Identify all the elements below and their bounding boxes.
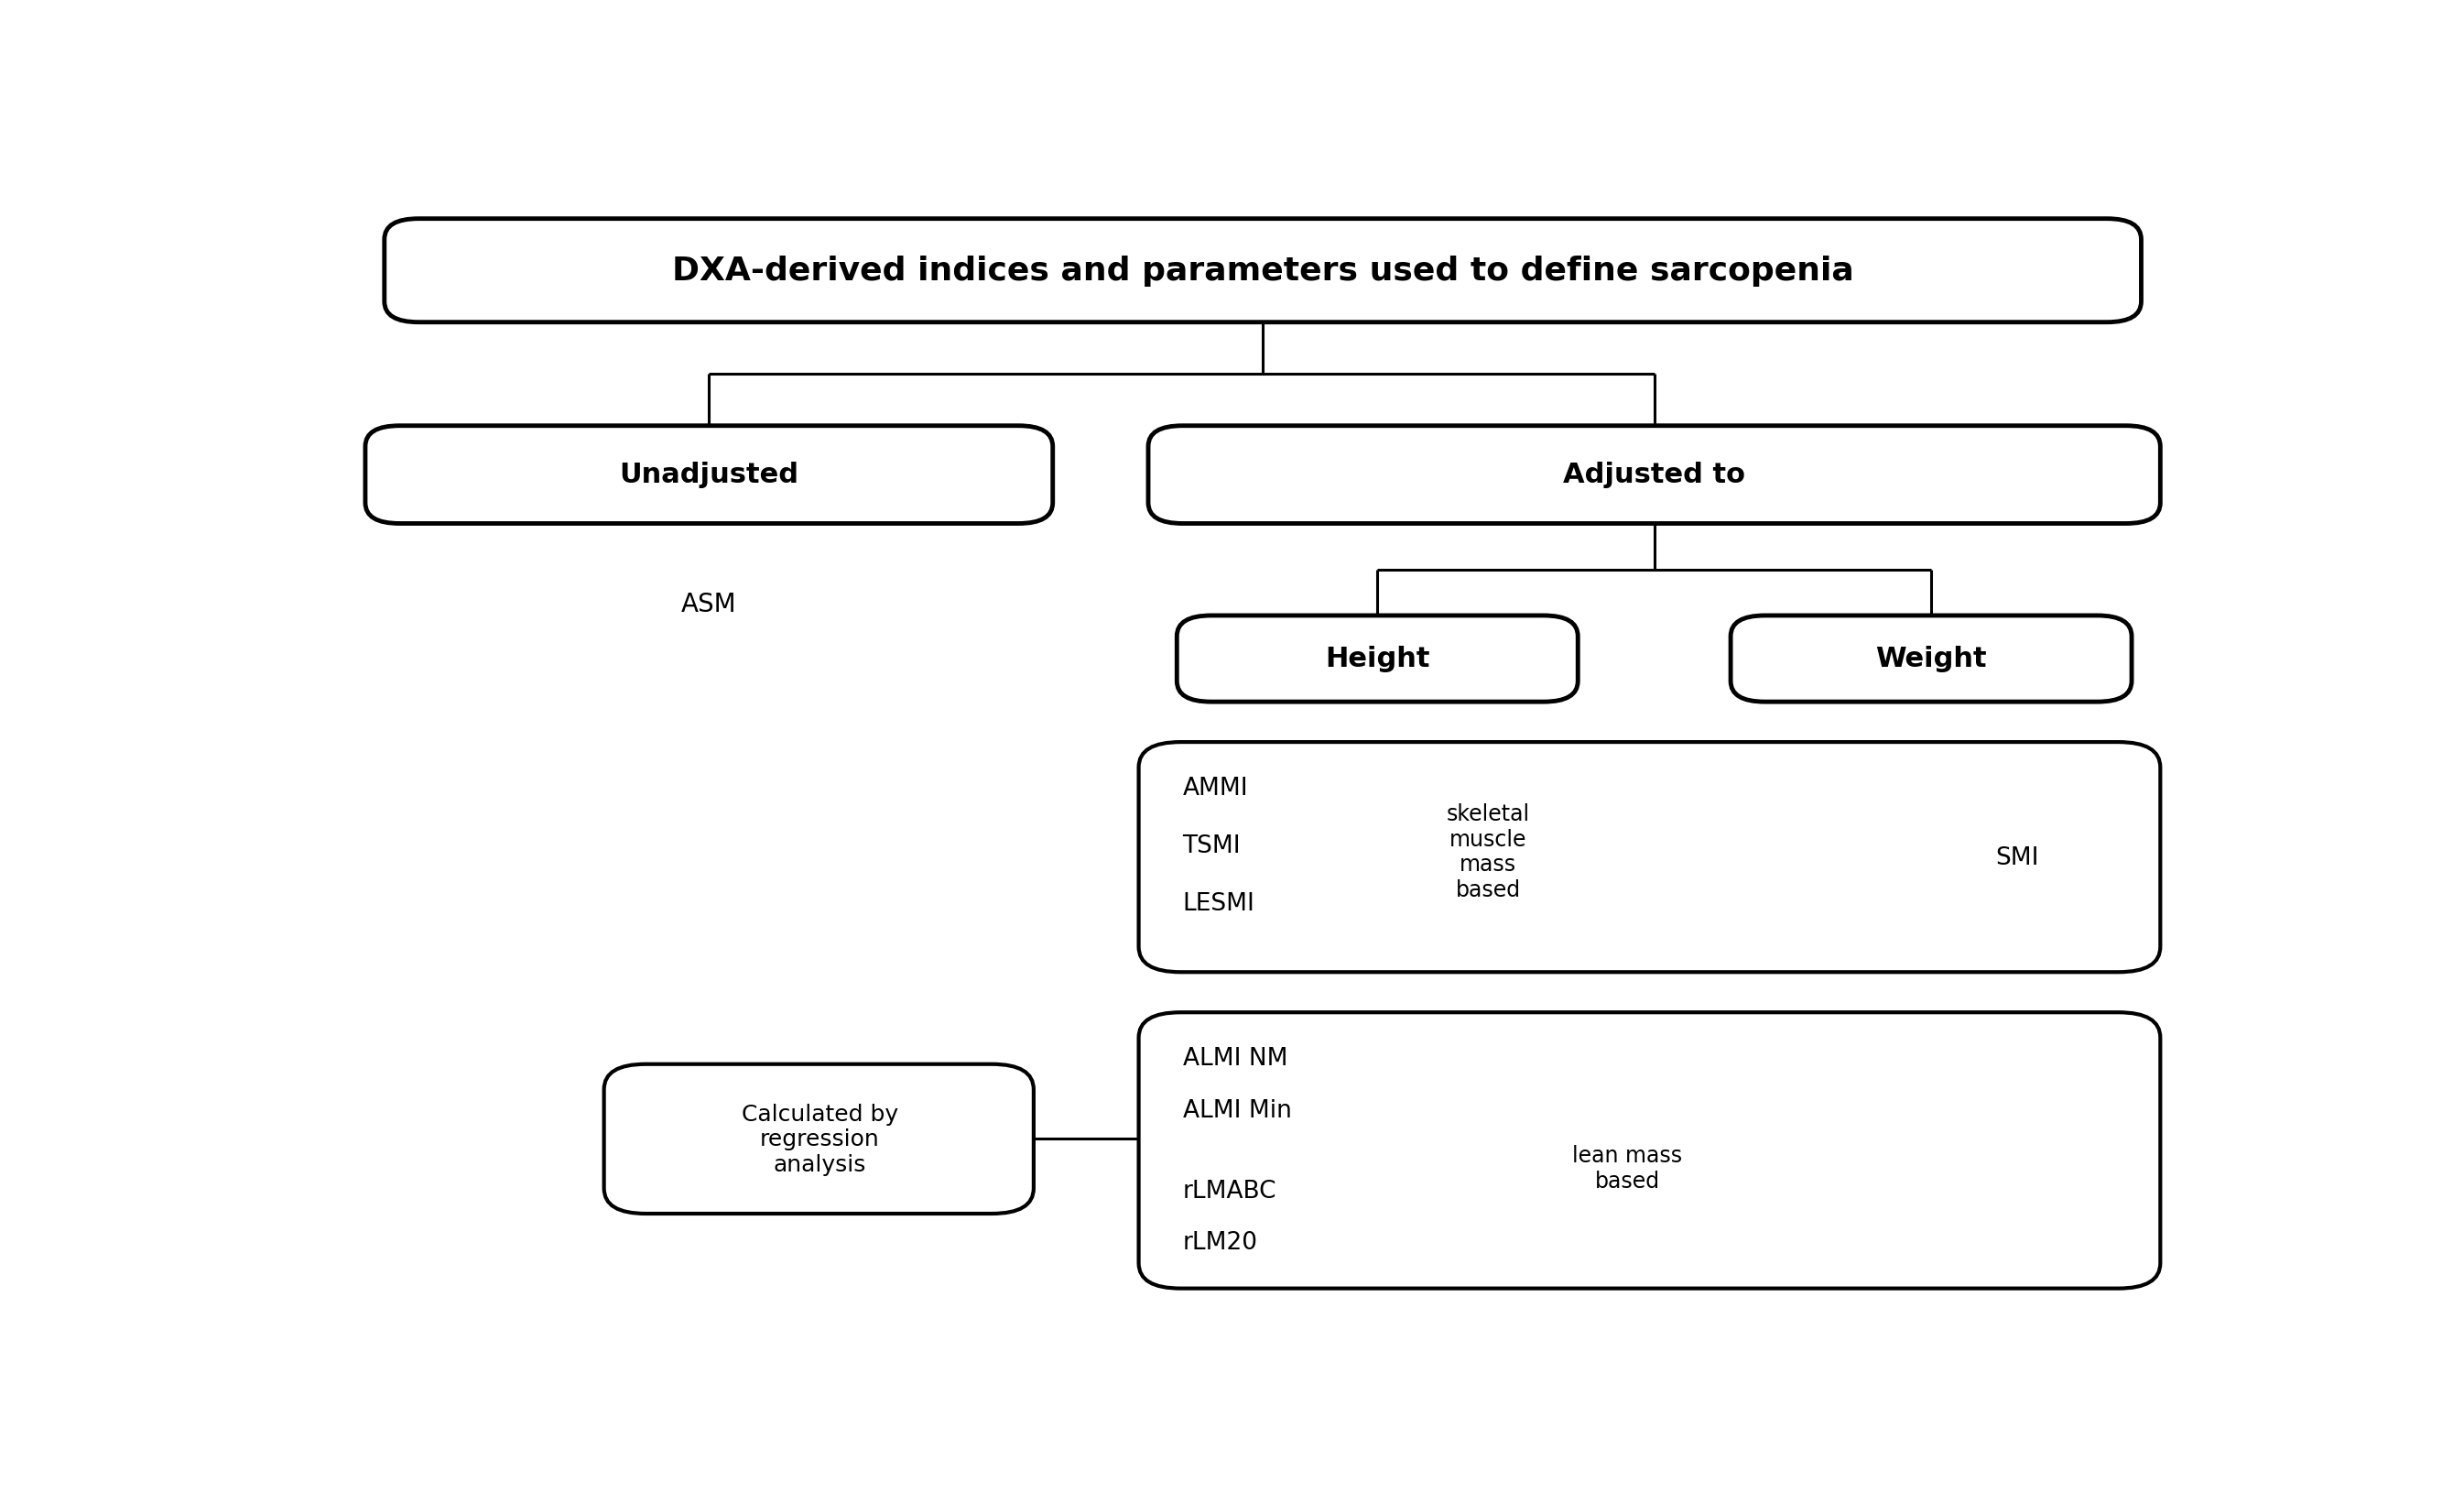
FancyBboxPatch shape [1178,617,1577,702]
Bar [1523,742,1732,972]
Text: LESMI: LESMI [1183,891,1254,915]
FancyBboxPatch shape [1138,1012,2161,1288]
Text: Calculated by
regression
analysis: Calculated by regression analysis [742,1103,897,1175]
Text: rLM20: rLM20 [1183,1230,1257,1254]
Text: ASM: ASM [680,591,737,617]
Bar [1523,1012,1732,1288]
Text: SMI: SMI [1996,845,2038,869]
Text: Adjusted to: Adjusted to [1562,461,1745,488]
Text: Height: Height [1326,645,1429,672]
FancyBboxPatch shape [604,1065,1035,1214]
Text: Weight: Weight [1875,645,1986,672]
Text: AMMI: AMMI [1183,776,1249,800]
Text: lean mass
based: lean mass based [1572,1144,1683,1191]
FancyBboxPatch shape [1138,742,2161,972]
Text: ALMI Min: ALMI Min [1183,1099,1291,1123]
Text: skeletal
muscle
mass
based: skeletal muscle mass based [1446,803,1530,900]
FancyBboxPatch shape [1148,427,2161,524]
Text: Unadjusted: Unadjusted [618,461,798,488]
Text: ALMI NM: ALMI NM [1183,1047,1286,1070]
FancyBboxPatch shape [365,427,1052,524]
Text: TSMI: TSMI [1183,835,1242,858]
FancyBboxPatch shape [384,219,2141,322]
FancyBboxPatch shape [1730,617,2131,702]
Text: DXA-derived indices and parameters used to define sarcopenia: DXA-derived indices and parameters used … [673,255,1853,287]
Text: rLMABC: rLMABC [1183,1179,1276,1203]
